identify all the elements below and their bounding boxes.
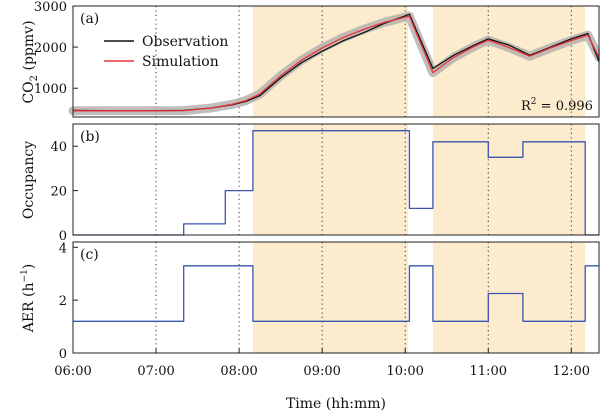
panel-b-shade-0	[252, 124, 408, 235]
panel-c-label: (c)	[80, 247, 99, 263]
x-tick-label-0600: 06:00	[54, 364, 91, 379]
panel-a-label: (a)	[80, 11, 99, 27]
panel-b-ytick-label-40: 40	[50, 140, 67, 155]
panel-b-shade-1	[432, 124, 586, 235]
panel-a-ylabel-main: CO	[21, 81, 37, 103]
panel-b-series-occupancy	[73, 130, 599, 236]
panel-a-legend: Observation Simulation	[104, 34, 228, 70]
panel-b-frame	[72, 123, 600, 236]
panel-a-series	[72, 13, 600, 112]
panel-c-ytick-label-0: 0	[59, 347, 67, 362]
panel-a-ytick-label-2000: 2000	[34, 41, 67, 56]
panel-c-series-aer	[73, 265, 599, 322]
x-tick-label-1100: 11:00	[470, 364, 507, 379]
r-squared-annotation: R2 = 0.996	[521, 97, 593, 114]
legend-observation-label: Observation	[142, 34, 228, 50]
panel-b: 0 20 40 (b) Occupancy	[21, 123, 600, 244]
r-squared-sup: 2	[531, 97, 537, 107]
x-tick-label-1200: 12:00	[553, 364, 590, 379]
panel-b-ytick-label-20: 20	[50, 185, 67, 200]
panel-a-gridlines	[155, 6, 572, 117]
panel-c-y-ticks: 0 2 4	[59, 241, 78, 362]
panel-c-ylabel-main: AER (h	[21, 282, 37, 333]
panel-a-series-simulation	[73, 15, 600, 112]
x-tick-label-0800: 08:00	[220, 364, 257, 379]
panel-c-ylabel-tail: )	[21, 264, 37, 269]
panel-b-ytick-label-0: 0	[59, 229, 67, 244]
panel-c: 0 2 4 (c) AER (h−1)	[20, 241, 600, 362]
legend-simulation-label: Simulation	[142, 54, 219, 70]
panel-b-series	[73, 130, 599, 236]
x-axis-title: Time (hh:mm)	[286, 396, 386, 412]
panel-c-frame	[72, 241, 600, 354]
r-squared-prefix: R	[521, 99, 532, 114]
panel-c-ytick-label-2: 2	[59, 294, 67, 309]
x-tick-label-0700: 07:00	[137, 364, 174, 379]
panel-c-shading	[252, 242, 586, 353]
panel-b-ylabel: Occupancy	[21, 141, 37, 219]
panel-c-ylabel-sup: −1	[20, 269, 30, 282]
panel-b-label: (b)	[80, 129, 100, 145]
panel-c-ylabel: AER (h−1)	[20, 264, 37, 334]
panel-a-ylabel: CO2 (ppmv)	[21, 20, 40, 103]
x-tick-label-1000: 10:00	[386, 364, 423, 379]
panel-c-series	[73, 265, 599, 322]
panel-b-y-ticks: 0 20 40	[50, 140, 78, 244]
panel-a-ytick-label-3000: 3000	[34, 0, 67, 15]
panel-a-ylabel-tail: (ppmv)	[21, 20, 37, 74]
panel-a-shade-1	[432, 6, 586, 117]
panel-a-ytick-label-1000: 1000	[34, 82, 67, 97]
x-tick-label-0900: 09:00	[303, 364, 340, 379]
panel-c-gridlines	[155, 242, 572, 353]
panel-a-ylabel-sub: 2	[29, 75, 40, 81]
panel-a-frame	[72, 5, 600, 118]
panel-a-y-ticks: 1000 2000 3000	[34, 0, 78, 97]
panel-c-shade-1	[432, 242, 586, 353]
panel-c-ytick-label-4: 4	[59, 241, 67, 256]
panel-b-shading	[252, 124, 586, 235]
r-squared-value: = 0.996	[537, 99, 593, 114]
panel-c-shade-0	[252, 242, 408, 353]
x-axis: 06:00 07:00 08:00 09:00 10:00 11:00 12:00	[54, 348, 590, 379]
